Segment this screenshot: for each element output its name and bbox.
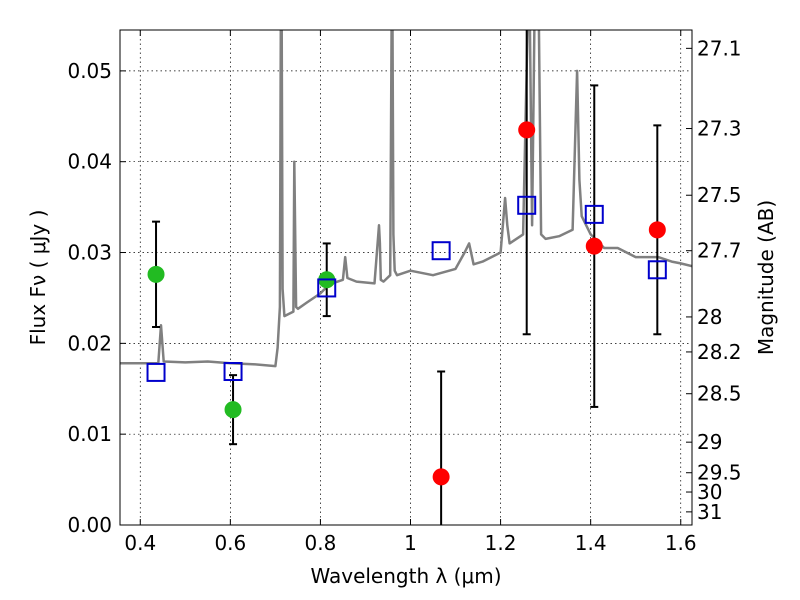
x-tick-label: 0.6 bbox=[214, 531, 246, 555]
model-band-point bbox=[517, 195, 537, 215]
y-tick-label: 0.00 bbox=[67, 513, 112, 537]
y2-axis-label: Magnitude (AB) bbox=[754, 200, 778, 355]
mag-tick-label: 27.3 bbox=[697, 117, 742, 141]
model-band-point bbox=[647, 260, 667, 280]
spectrum-layer bbox=[120, 30, 692, 368]
x-tick-label: 1.4 bbox=[575, 531, 607, 555]
model-band-point bbox=[146, 362, 166, 382]
y-tick-label: 0.04 bbox=[67, 150, 112, 174]
model-band-point bbox=[431, 241, 451, 261]
x-tick-label: 0.8 bbox=[305, 531, 337, 555]
data-point bbox=[147, 265, 165, 283]
data-point bbox=[648, 221, 666, 239]
mag-tick-label: 28.5 bbox=[697, 382, 742, 406]
y-tick-label: 0.02 bbox=[67, 331, 112, 355]
spectrum-line bbox=[120, 30, 692, 368]
model-band-point bbox=[317, 278, 337, 298]
mag-tick-label: 28.2 bbox=[697, 340, 742, 364]
x-tick-label: 1.6 bbox=[665, 531, 697, 555]
x-tick-label: 1 bbox=[404, 531, 417, 555]
mag-tick-label: 31 bbox=[697, 500, 722, 524]
errorbar-layer bbox=[152, 30, 662, 525]
data-point bbox=[518, 121, 536, 139]
y-tick-label: 0.03 bbox=[67, 241, 112, 265]
y-axis-label: Flux Fν ( μJy ) bbox=[26, 210, 50, 346]
data-point bbox=[432, 468, 450, 486]
marker-layer bbox=[146, 121, 667, 486]
mag-tick-label: 29 bbox=[697, 430, 722, 454]
data-point bbox=[585, 237, 603, 255]
plot-frame bbox=[119, 29, 693, 526]
x-tick-label: 0.4 bbox=[124, 531, 156, 555]
y-tick-label: 0.01 bbox=[67, 422, 112, 446]
mag-tick-label: 29.5 bbox=[697, 461, 742, 485]
mag-tick-label: 30 bbox=[697, 480, 722, 504]
mag-tick-label: 27.1 bbox=[697, 36, 742, 60]
x-axis-label: Wavelength λ (μm) bbox=[310, 564, 501, 588]
x-tick-label: 1.2 bbox=[485, 531, 517, 555]
data-point bbox=[224, 401, 242, 419]
mag-tick-label: 27.7 bbox=[697, 239, 742, 263]
model-band-point bbox=[223, 362, 243, 382]
model-band-point bbox=[584, 204, 604, 224]
tick-layer: 0.4 0.6 0.8 1 1.2 1.4 1.6 0.00 0.01 0.02 0.03 0.04 0… bbox=[67, 30, 742, 555]
y-tick-label: 0.05 bbox=[67, 59, 112, 83]
mag-tick-label: 27.5 bbox=[697, 183, 742, 207]
grid-layer bbox=[120, 30, 692, 526]
mag-tick-label: 28 bbox=[697, 305, 722, 329]
